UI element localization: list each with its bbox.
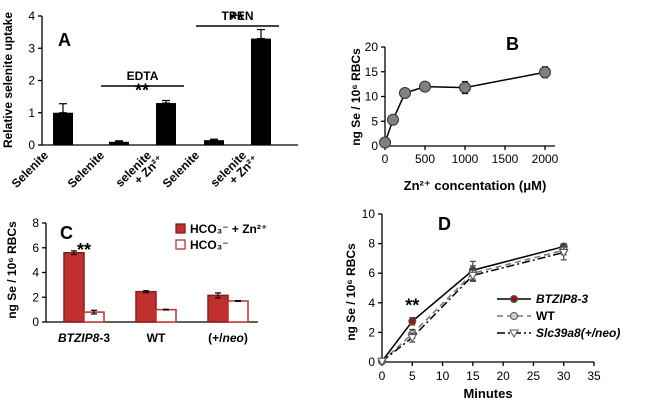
- b-y-tick-label: 10: [365, 90, 379, 104]
- c-panel-label: C: [60, 223, 73, 243]
- b-data-point: [387, 113, 399, 126]
- d-y-tick-label: 6: [368, 266, 375, 280]
- b-y-tick-label: 15: [365, 65, 379, 79]
- a-category-label: Selenite: [9, 148, 52, 191]
- d-legend-label: Slc39a8(+/neo): [536, 326, 620, 340]
- d-x-tick-label: 0: [379, 369, 386, 383]
- b-data-point: [399, 87, 411, 100]
- b-x-tick-label: 2000: [532, 152, 559, 166]
- d-legend-marker: [509, 329, 519, 339]
- a-bar: [109, 141, 129, 145]
- c-category-label: BTZIP8-3: [58, 331, 110, 345]
- d-data-point: [558, 248, 569, 258]
- c-legend-label: HCO₃⁻ + Zn²⁺: [190, 222, 267, 236]
- a-significance-marker: **: [230, 10, 244, 30]
- c-y-tick-label: 6: [32, 241, 39, 255]
- b-data-point: [539, 66, 551, 79]
- b-data-point: [379, 136, 391, 149]
- d-data-point: [407, 334, 418, 343]
- b-x-tick-label: 1500: [492, 152, 519, 166]
- b-y-tick-label: 0: [371, 139, 378, 153]
- d-x-axis-label: Minutes: [463, 386, 512, 401]
- c-bar: [227, 300, 249, 323]
- b-data-point: [419, 80, 431, 93]
- c-bar: [207, 294, 229, 323]
- c-category-label: WT: [147, 331, 166, 345]
- d-y-tick-label: 4: [368, 296, 375, 310]
- a-y-tick-label: 1: [28, 106, 35, 120]
- d-x-tick-label: 20: [496, 369, 510, 383]
- d-y-tick-label: 10: [362, 207, 376, 221]
- c-y-tick-label: 0: [32, 315, 39, 329]
- d-y-tick-label: 8: [368, 237, 375, 251]
- c-significance-marker: **: [77, 240, 91, 260]
- d-series-line: [381, 251, 564, 362]
- d-data-point: [467, 271, 478, 281]
- c-y-axis-label: ng Se / 10⁶ RBCs: [5, 221, 19, 319]
- b-x-tick-label: 1000: [452, 152, 479, 166]
- d-series-line: [381, 249, 564, 362]
- c-bar: [63, 251, 85, 323]
- d-data-point: [408, 317, 417, 326]
- a-y-tick-label: 2: [28, 74, 35, 88]
- d-x-tick-label: 5: [409, 369, 416, 383]
- b-data-point: [459, 81, 471, 94]
- d-significance-marker: **: [405, 295, 419, 315]
- c-legend-label: HCO₃⁻: [190, 238, 229, 252]
- c-bar: [155, 308, 177, 323]
- a-bar: [204, 140, 224, 145]
- b-y-axis-label: ng Se / 10⁶ RBCs: [349, 48, 363, 146]
- d-series-line: [381, 245, 564, 362]
- a-y-tick-label: 0: [28, 138, 35, 152]
- d-x-tick-label: 15: [466, 369, 480, 383]
- a-bar: [251, 38, 271, 146]
- c-y-tick-label: 2: [32, 290, 39, 304]
- a-category-label: Selenite: [65, 148, 108, 191]
- c-legend-swatch: [175, 223, 186, 234]
- a-category-label: Selenite: [160, 148, 203, 191]
- d-x-tick-label: 10: [436, 369, 450, 383]
- d-y-tick-label: 2: [368, 325, 375, 339]
- a-group-label: EDTA: [127, 69, 159, 83]
- c-bar: [135, 290, 157, 323]
- d-y-tick-label: 0: [368, 355, 375, 369]
- d-legend-label: WT: [536, 309, 555, 323]
- a-bar: [53, 112, 73, 145]
- b-panel-label: B: [506, 34, 519, 54]
- b-x-tick-label: 0: [382, 152, 389, 166]
- d-x-tick-label: 25: [527, 369, 541, 383]
- d-x-tick-label: 35: [587, 369, 601, 383]
- a-y-tick-label: 4: [28, 9, 35, 23]
- c-y-tick-label: 4: [32, 266, 39, 280]
- c-category-label: (+/neo): [208, 331, 248, 345]
- c-y-tick-label: 8: [32, 216, 39, 230]
- d-data-point: [377, 357, 387, 367]
- b-y-tick-label: 5: [371, 114, 378, 128]
- d-panel-label: D: [438, 214, 451, 234]
- d-legend-label: BTZIP8-3: [536, 292, 588, 306]
- a-y-axis-label: Relative selenite uptake: [1, 12, 15, 148]
- b-x-axis-label: Zn²⁺ concentation (μM): [404, 178, 547, 193]
- d-legend-marker: [510, 295, 518, 303]
- a-group-label: TPEN: [221, 9, 253, 23]
- d-x-tick-label: 30: [557, 369, 571, 383]
- d-legend-marker: [510, 312, 518, 320]
- a-bar: [156, 103, 176, 145]
- d-y-axis-label: ng Se / 10⁶ RBCs: [344, 243, 358, 341]
- a-panel-label: A: [58, 30, 71, 50]
- c-legend-swatch: [175, 239, 186, 250]
- b-x-tick-label: 500: [415, 152, 435, 166]
- b-y-tick-label: 20: [365, 40, 379, 54]
- a-y-tick-label: 3: [28, 41, 35, 55]
- a-significance-marker: **: [135, 80, 149, 100]
